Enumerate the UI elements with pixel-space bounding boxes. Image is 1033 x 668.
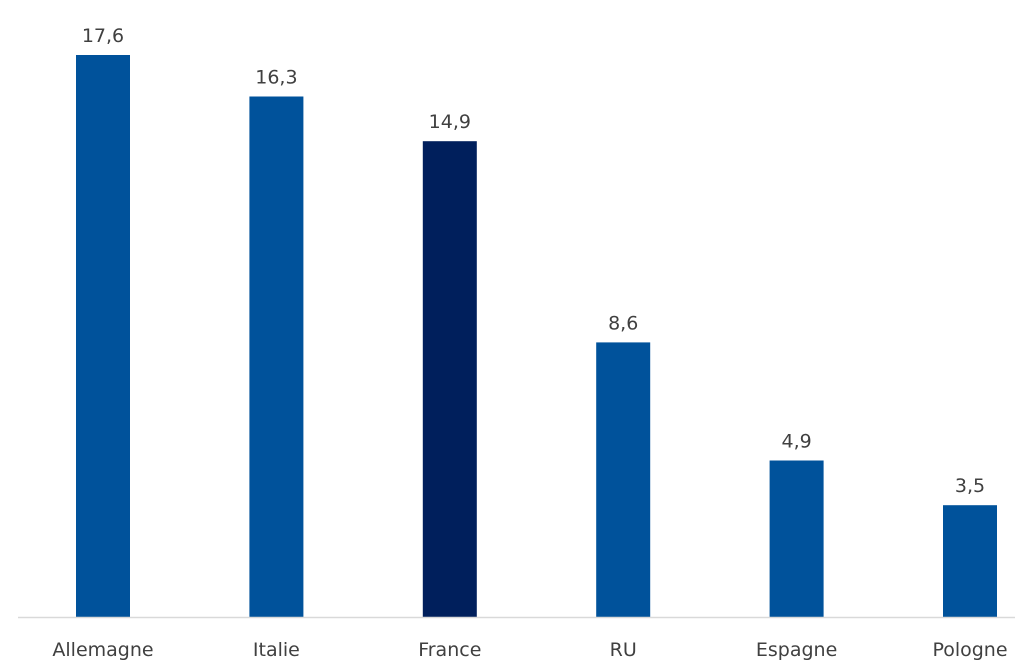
value-labels-group: 17,6 16,3 14,9 8,6 4,9 3,5 (82, 25, 985, 497)
bar-italie (249, 96, 304, 617)
bars-group (76, 55, 997, 617)
bar-espagne (769, 460, 824, 617)
bar-allemagne (76, 55, 130, 617)
category-label-pologne: Pologne (932, 639, 1007, 661)
category-label-france: France (418, 639, 481, 661)
bar-pologne (943, 505, 997, 617)
bar-france (422, 141, 477, 617)
value-label-espagne: 4,9 (781, 431, 811, 453)
category-label-ru: RU (610, 639, 637, 661)
value-label-ru: 8,6 (608, 312, 638, 334)
category-label-allemagne: Allemagne (52, 639, 153, 661)
value-label-pologne: 3,5 (955, 475, 985, 497)
category-label-italie: Italie (253, 639, 300, 661)
category-label-espagne: Espagne (756, 639, 837, 661)
bar-ru (596, 342, 651, 617)
value-label-allemagne: 17,6 (82, 25, 124, 47)
category-labels-group: Allemagne Italie France RU Espagne Pologne (52, 639, 1007, 661)
value-label-france: 14,9 (429, 111, 471, 133)
value-label-italie: 16,3 (255, 67, 297, 89)
